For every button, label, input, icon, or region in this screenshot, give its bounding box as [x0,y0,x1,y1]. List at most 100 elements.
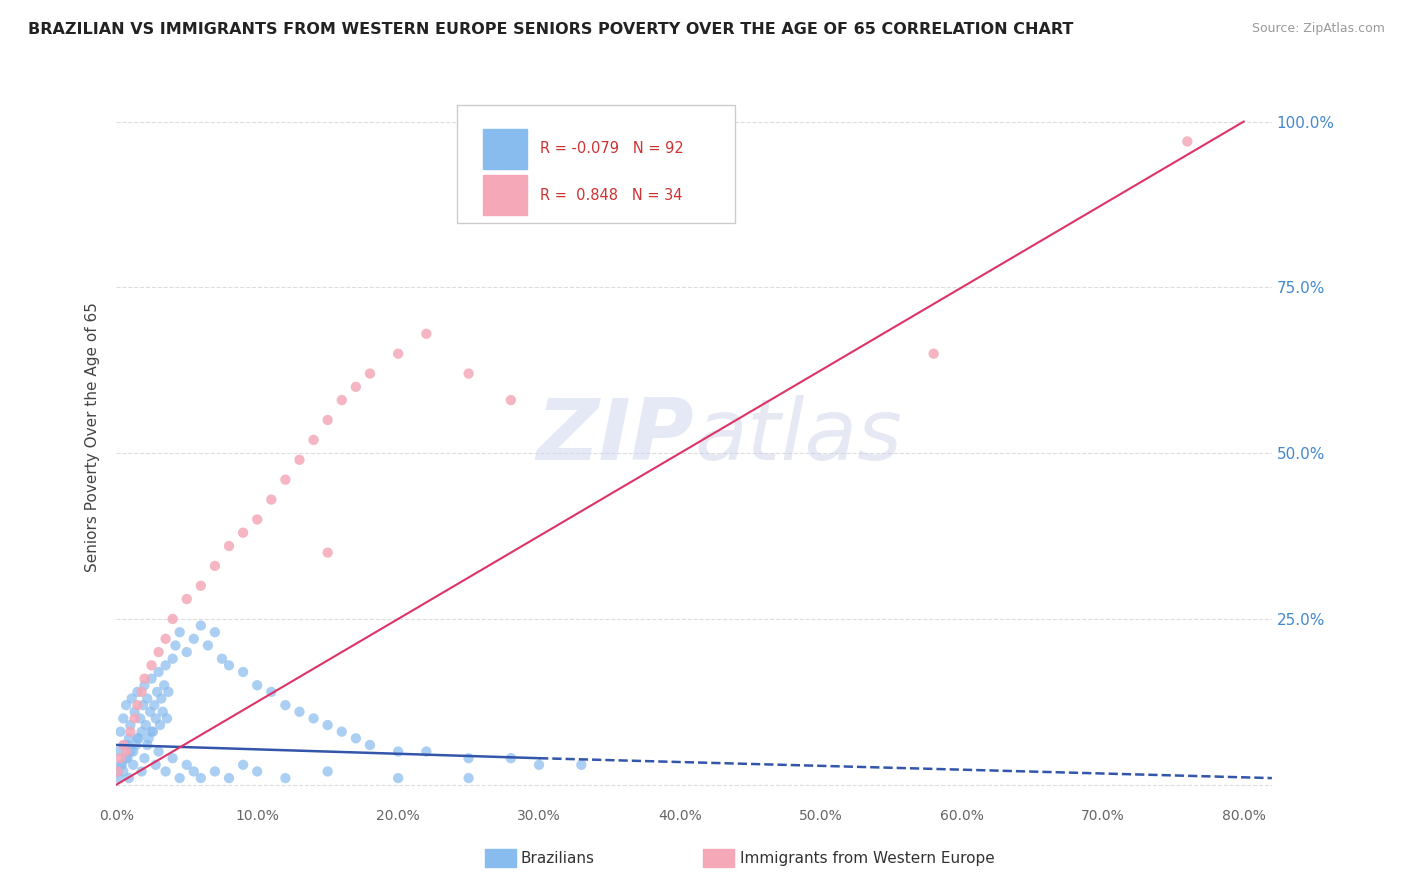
Point [260,685,283,699]
Point [136,738,159,752]
Point [344,731,367,746]
Point [145,711,167,725]
Point [141,724,163,739]
Point [344,380,367,394]
Text: BRAZILIAN VS IMMIGRANTS FROM WESTERN EUROPE SENIORS POVERTY OVER THE AGE OF 65 C: BRAZILIAN VS IMMIGRANTS FROM WESTERN EUR… [28,22,1074,37]
Point [260,492,283,507]
Point [112,738,135,752]
Point [246,764,269,779]
Point [190,771,212,785]
Point [110,751,132,765]
Point [457,751,479,765]
Point [218,658,240,673]
Point [142,724,165,739]
Point [120,724,142,739]
Point [274,473,297,487]
Point [218,539,240,553]
Bar [482,175,526,215]
Point [246,678,269,692]
Point [204,764,226,779]
Point [387,346,409,360]
Point [149,718,172,732]
Point [316,413,339,427]
Point [316,764,339,779]
Point [139,705,162,719]
Point [169,771,191,785]
Point [218,771,240,785]
Point [190,579,212,593]
Point [131,764,153,779]
Point [183,764,205,779]
Point [135,718,157,732]
Point [134,678,156,692]
Text: Source: ZipAtlas.com: Source: ZipAtlas.com [1251,22,1385,36]
Text: R = -0.079   N = 92: R = -0.079 N = 92 [540,141,685,156]
Point [211,651,233,665]
Bar [482,128,526,169]
Point [569,757,592,772]
Point [112,764,135,779]
Point [176,592,198,607]
Point [387,771,409,785]
Point [204,625,226,640]
Point [190,618,212,632]
Point [197,639,219,653]
Point [204,558,226,573]
Point [155,764,177,779]
Point [302,711,325,725]
Point [176,645,198,659]
FancyBboxPatch shape [457,105,734,223]
Point [112,711,135,725]
Text: atlas: atlas [695,395,903,478]
Point [527,757,550,772]
Point [110,757,132,772]
Point [124,705,146,719]
Point [922,346,945,360]
Point [118,731,141,746]
Point [120,745,142,759]
Point [117,751,139,765]
Point [118,771,141,785]
Text: Immigrants from Western Europe: Immigrants from Western Europe [740,851,994,865]
Point [117,738,139,752]
Point [499,393,522,408]
Point [183,632,205,646]
Point [107,764,129,779]
Point [143,698,166,713]
Point [288,705,311,719]
Point [127,731,149,746]
Point [115,745,138,759]
Point [232,665,254,679]
Point [330,393,353,408]
Point [136,691,159,706]
Point [115,698,138,713]
Point [120,718,142,732]
Point [246,512,269,526]
Point [148,645,170,659]
Point [121,691,143,706]
Point [127,685,149,699]
Point [457,771,479,785]
Point [134,672,156,686]
Point [122,745,145,759]
Point [153,678,176,692]
Point [111,757,134,772]
Point [148,745,170,759]
Point [131,685,153,699]
Point [146,685,169,699]
Point [232,757,254,772]
Point [1175,135,1198,149]
Point [115,751,138,765]
Point [274,771,297,785]
Point [128,731,150,746]
Point [156,711,179,725]
Text: Brazilians: Brazilians [520,851,595,865]
Point [155,632,177,646]
Point [134,751,156,765]
Point [108,745,131,759]
Point [157,685,180,699]
Point [302,433,325,447]
Point [162,612,184,626]
Point [457,367,479,381]
Point [132,698,155,713]
